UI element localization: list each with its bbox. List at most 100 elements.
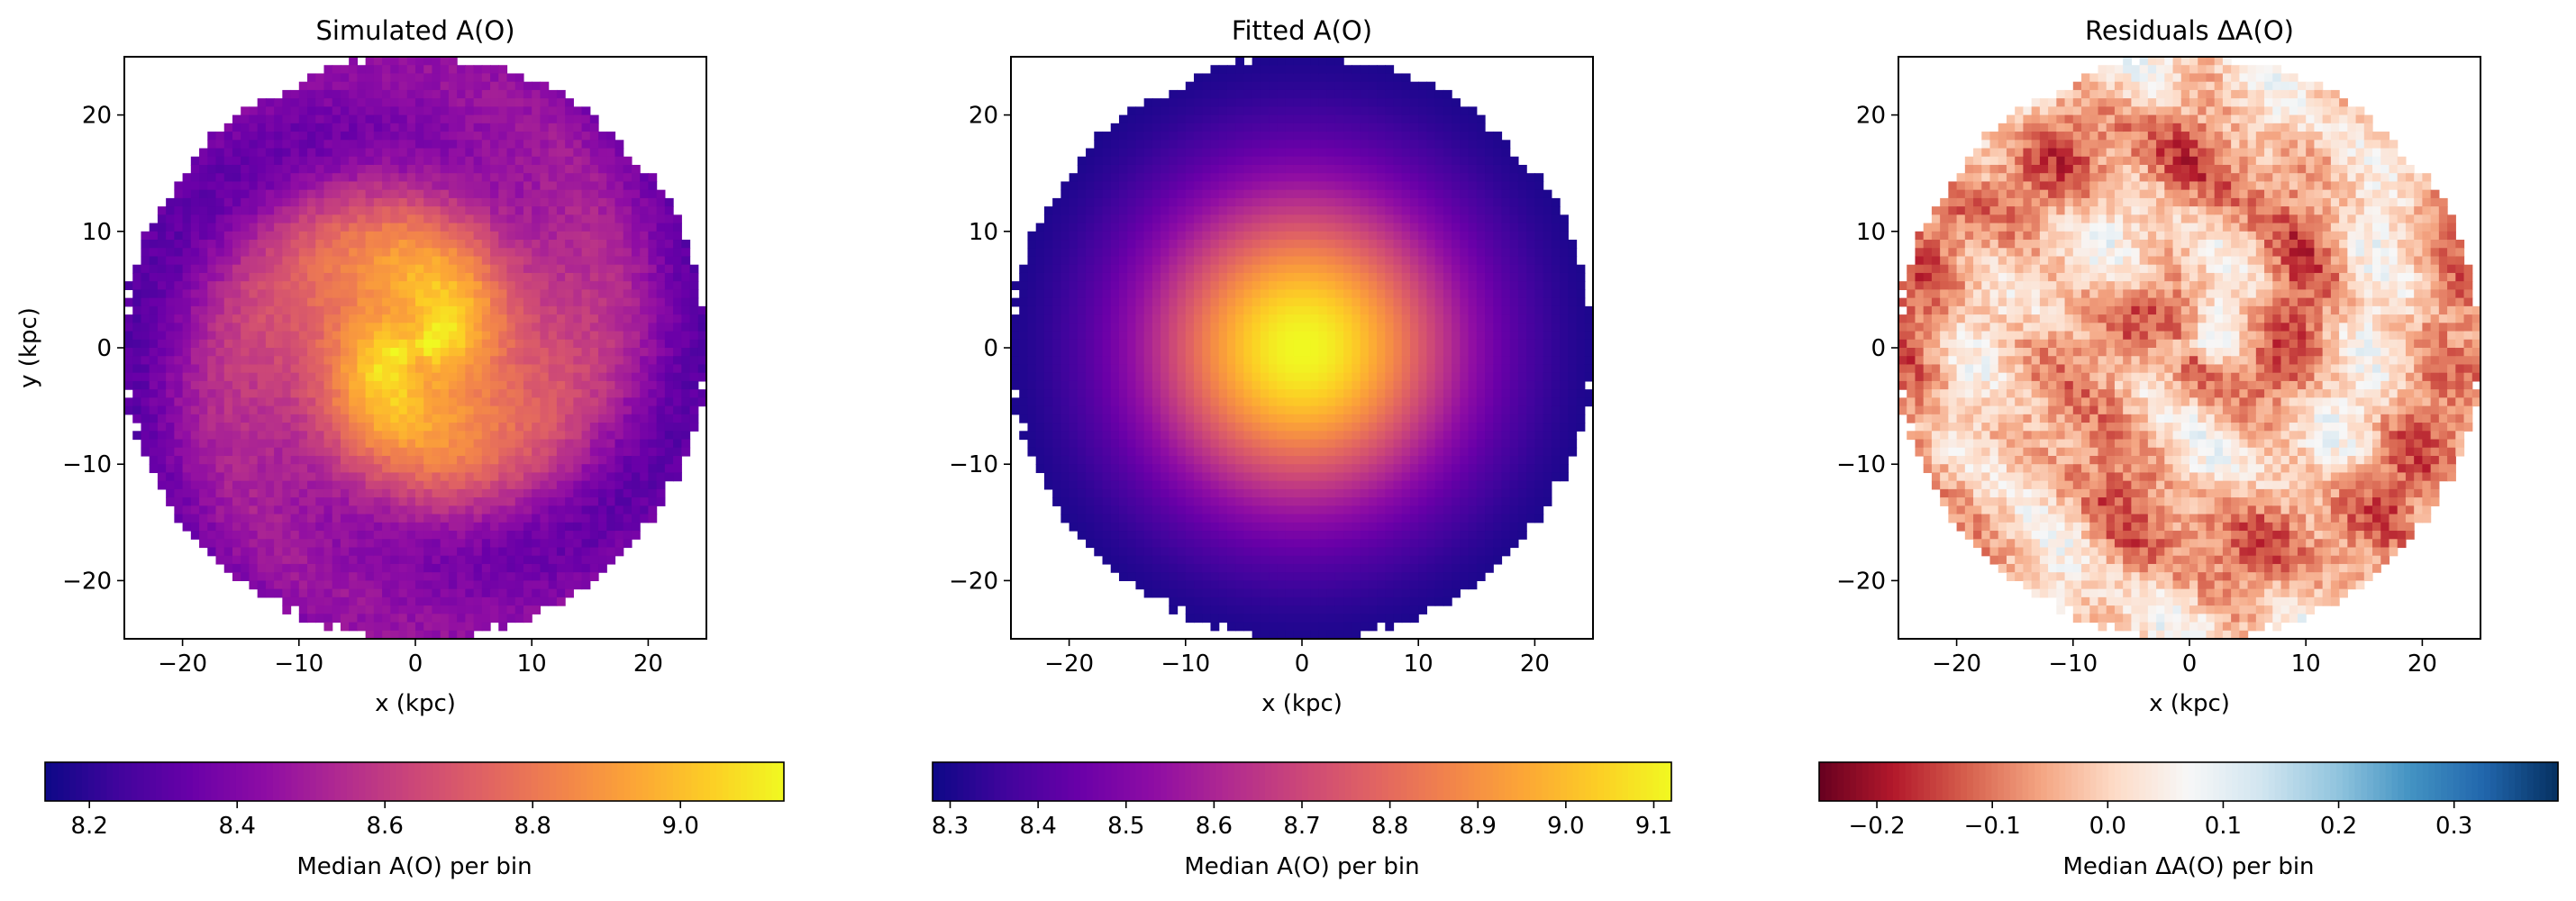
heatmap-cell — [298, 423, 308, 432]
heatmap-cell — [573, 223, 583, 232]
heatmap-cell — [1011, 323, 1020, 332]
heatmap-cell — [1118, 414, 1128, 423]
heatmap-cell — [390, 405, 400, 415]
heatmap-cell — [232, 148, 241, 158]
heatmap-cell — [415, 331, 424, 341]
heatmap-cell — [340, 98, 350, 107]
heatmap-cell — [465, 472, 475, 482]
heatmap-cell — [373, 272, 383, 282]
heatmap-cell — [1052, 380, 1061, 390]
heatmap-cell — [498, 281, 508, 290]
heatmap-cell — [349, 505, 358, 515]
heatmap-cell — [373, 65, 383, 75]
heatmap-cell — [157, 289, 167, 299]
heatmap-cell — [532, 264, 542, 274]
heatmap-cell — [640, 305, 649, 315]
heatmap-cell — [1135, 372, 1145, 382]
heatmap-cell — [614, 206, 624, 215]
heatmap-cell — [398, 114, 408, 124]
heatmap-cell — [490, 132, 499, 141]
heatmap-cell — [1069, 414, 1079, 423]
heatmap-cell — [199, 464, 208, 474]
heatmap-cell — [640, 372, 649, 382]
heatmap-cell — [506, 472, 516, 482]
heatmap-cell — [357, 114, 367, 124]
heatmap-cell — [623, 364, 633, 374]
colorbar-segment — [673, 762, 680, 801]
heatmap-cell — [1143, 447, 1153, 457]
heatmap-cell — [656, 431, 666, 441]
heatmap-cell — [1177, 89, 1187, 99]
heatmap-cell — [290, 431, 300, 441]
heatmap-cell — [423, 132, 433, 141]
heatmap-cell — [174, 397, 184, 407]
heatmap-cell — [423, 140, 433, 150]
heatmap-cell — [290, 189, 300, 199]
heatmap-cell — [614, 289, 624, 299]
heatmap-cell — [290, 272, 300, 282]
heatmap-cell — [548, 231, 558, 241]
heatmap-cell — [681, 240, 691, 249]
heatmap-cell — [631, 380, 641, 390]
heatmap-cell — [432, 539, 441, 549]
heatmap-cell — [498, 539, 508, 549]
heatmap-cell — [1118, 364, 1128, 374]
heatmap-cell — [514, 539, 524, 549]
heatmap-cell — [1169, 472, 1179, 482]
heatmap-cell — [1118, 505, 1128, 515]
heatmap-cell — [207, 364, 217, 374]
heatmap-cell — [457, 614, 466, 623]
heatmap-cell — [182, 240, 192, 249]
heatmap-cell — [465, 364, 475, 374]
heatmap-cell — [514, 431, 524, 441]
heatmap-cell — [415, 65, 424, 75]
heatmap-cell — [257, 356, 267, 366]
heatmap-cell — [332, 572, 341, 581]
heatmap-cell — [1077, 240, 1087, 249]
heatmap-cell — [1110, 531, 1120, 540]
heatmap-cell — [1019, 272, 1029, 282]
heatmap-cell — [390, 380, 400, 390]
heatmap-cell — [282, 472, 292, 482]
colorbar-segment — [710, 762, 717, 801]
heatmap-cell — [440, 405, 450, 415]
heatmap-cell — [498, 372, 508, 382]
heatmap-cell — [1177, 289, 1187, 299]
heatmap-cell — [506, 439, 516, 449]
heatmap-cell — [465, 439, 475, 449]
heatmap-cell — [432, 472, 441, 482]
heatmap-cell — [640, 505, 649, 515]
heatmap-cell — [1019, 431, 1029, 441]
heatmap-cell — [290, 439, 300, 449]
heatmap-cell — [1043, 339, 1053, 349]
heatmap-cell — [340, 414, 350, 423]
heatmap-cell — [1151, 189, 1161, 199]
heatmap-cell — [323, 348, 333, 357]
heatmap-cell — [282, 531, 292, 540]
heatmap-cell — [398, 480, 408, 490]
heatmap-cell — [664, 414, 674, 423]
heatmap-cell — [257, 389, 267, 398]
heatmap-cell — [506, 264, 516, 274]
heatmap-cell — [556, 264, 566, 274]
heatmap-cell — [506, 522, 516, 532]
heatmap-cell — [315, 89, 325, 99]
heatmap-cell — [656, 248, 666, 258]
heatmap-cell — [473, 305, 483, 315]
heatmap-cell — [1143, 189, 1153, 199]
heatmap-cell — [640, 197, 649, 207]
heatmap-cell — [274, 488, 283, 498]
heatmap-cell — [406, 364, 416, 374]
heatmap-cell — [440, 323, 450, 332]
heatmap-cell — [373, 264, 383, 274]
heatmap-cell — [1169, 140, 1179, 150]
heatmap-cell — [498, 231, 508, 241]
heatmap-cell — [265, 214, 275, 224]
heatmap-cell — [298, 231, 308, 241]
heatmap-cell — [373, 164, 383, 174]
heatmap-cell — [315, 555, 325, 565]
heatmap-cell — [481, 73, 491, 83]
heatmap-cell — [1077, 331, 1087, 341]
heatmap-cell — [382, 181, 391, 191]
heatmap-cell — [589, 314, 599, 323]
